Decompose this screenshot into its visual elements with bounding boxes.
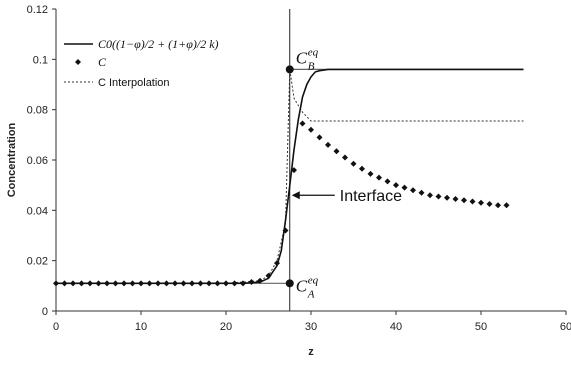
- c-data-point: [265, 272, 272, 279]
- c-data-point: [461, 197, 467, 204]
- ca-eq-marker: [285, 279, 294, 288]
- c-data-point: [104, 280, 110, 287]
- axes: [52, 8, 567, 315]
- c-data-point: [146, 280, 153, 287]
- c-data-point: [163, 280, 170, 287]
- x-tick-label: 60: [560, 321, 571, 333]
- c-data-point: [214, 280, 221, 287]
- c-data-point: [410, 187, 416, 194]
- c-data-point: [172, 280, 178, 287]
- x-tick-label: 50: [475, 321, 487, 333]
- interface-label: Interface: [340, 188, 402, 205]
- legend-points-swatch: [75, 59, 81, 65]
- c-data-point: [452, 196, 459, 203]
- x-tick-label: 30: [305, 321, 317, 333]
- ca-eq-label-sub: A: [307, 288, 315, 300]
- c-data-point: [78, 280, 85, 287]
- y-axis-title: Concentration: [6, 122, 18, 197]
- cb-eq-marker: [285, 65, 294, 74]
- c-data-point: [393, 182, 399, 189]
- c-data-point: [197, 280, 204, 287]
- c-data-point: [299, 120, 306, 127]
- c-data-point: [427, 192, 433, 199]
- c-data-point: [138, 280, 144, 287]
- c-data-point: [384, 178, 391, 185]
- plot-area: [53, 9, 524, 311]
- formula-line: [56, 68, 524, 285]
- c-data-point: [240, 280, 246, 287]
- y-tick-label: 0: [42, 306, 48, 318]
- c-data-point: [231, 280, 238, 287]
- c-data-point: [478, 199, 484, 206]
- legend: C0((1−φ)/2 + (1+φ)/2 k) C C Interpolation: [64, 37, 219, 89]
- legend-interp-label: C Interpolation: [98, 77, 170, 89]
- c-data-point: [189, 280, 195, 287]
- c-data-point: [206, 280, 212, 287]
- cb-eq-label-base: C: [296, 48, 308, 67]
- y-tick-label: 0.12: [27, 4, 48, 16]
- c-data-point: [87, 280, 93, 287]
- c-data-point: [367, 170, 374, 177]
- y-tick-label: 0.1: [33, 54, 48, 66]
- x-tick-label: 0: [53, 321, 59, 333]
- c-data-point: [248, 279, 255, 286]
- c-data-point: [257, 277, 263, 284]
- c-data-point: [308, 126, 314, 133]
- c-data-point: [155, 280, 161, 287]
- c-data-point: [435, 193, 442, 200]
- c-data-point: [112, 280, 119, 287]
- c-data-point: [503, 202, 510, 209]
- tick-labels: 0 10 20 30 40 50 60 0 0.02 0.04 0.06 0.08 0.1 0.12: [27, 4, 571, 333]
- c-data-point: [444, 194, 450, 201]
- c-data-point: [282, 227, 289, 234]
- c-data-point: [61, 280, 68, 287]
- c-data-point: [333, 148, 340, 155]
- c-data-point: [70, 280, 76, 287]
- c-data-point: [274, 260, 280, 267]
- y-tick-label: 0.08: [27, 105, 48, 117]
- c-data-point: [376, 174, 382, 181]
- c-data-point: [342, 154, 348, 161]
- x-tick-label: 40: [390, 321, 402, 333]
- ca-eq-label-sup: eq: [308, 274, 319, 286]
- x-tick-label: 20: [220, 321, 232, 333]
- c-data-point: [180, 280, 187, 287]
- ca-eq-label-base: C: [296, 276, 308, 295]
- cb-eq-label-sup: eq: [308, 46, 319, 58]
- c-data-point: [129, 280, 136, 287]
- x-tick-label: 10: [135, 321, 147, 333]
- c-data-point: [350, 160, 357, 167]
- c-data-point: [53, 280, 59, 287]
- c-data-point: [359, 165, 365, 172]
- c-data-point: [469, 198, 476, 205]
- c-data-point: [316, 134, 323, 141]
- interface-arrow-head: [291, 191, 300, 200]
- c-data-point: [486, 201, 493, 208]
- y-tick-label: 0.06: [27, 155, 48, 167]
- y-tick-label: 0.04: [27, 205, 48, 217]
- c-data-point: [401, 184, 408, 191]
- c-data-point: [495, 202, 501, 209]
- c-data-point: [95, 280, 102, 287]
- legend-formula-label: C0((1−φ)/2 + (1+φ)/2 k): [98, 37, 219, 51]
- x-axis-title: z: [308, 346, 314, 358]
- legend-points-label: C: [98, 55, 107, 69]
- c-data-point: [121, 280, 127, 287]
- c-data-point: [291, 167, 297, 174]
- c-data-point: [223, 280, 229, 287]
- cb-eq-label-sub: B: [308, 60, 315, 72]
- interpolation-line: [56, 69, 524, 284]
- c-data-point: [418, 189, 425, 196]
- y-tick-label: 0.02: [27, 256, 48, 268]
- c-data-point: [325, 141, 331, 148]
